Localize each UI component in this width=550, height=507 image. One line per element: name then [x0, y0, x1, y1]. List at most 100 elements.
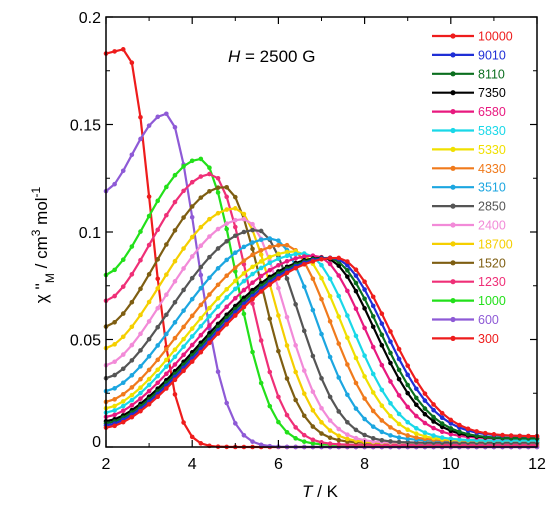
series-point-5830 [414, 426, 419, 431]
series-point-1230 [198, 174, 204, 179]
series-point-5330 [233, 278, 238, 284]
series-point-2850 [164, 312, 169, 318]
series-point-6580 [431, 425, 436, 431]
series-point-1520 [284, 376, 290, 381]
series-point-4330 [181, 324, 186, 330]
y-tick-label: 0.2 [79, 10, 101, 27]
legend-label: 7350 [478, 86, 506, 100]
series-point-1230 [189, 179, 195, 185]
series-point-8110 [414, 395, 419, 401]
series-point-1520 [215, 185, 221, 190]
legend-label: 2400 [478, 219, 506, 233]
series-point-4330 [379, 418, 385, 423]
series-point-10000 [155, 394, 161, 399]
series-point-600 [241, 432, 247, 438]
series-point-1520 [301, 413, 307, 419]
series-point-5330 [370, 390, 376, 395]
series-point-5830 [224, 295, 229, 300]
series-point-3510 [207, 275, 212, 281]
series-point-2850 [155, 324, 161, 330]
series-point-1520 [310, 424, 316, 429]
series-point-6580 [370, 344, 376, 350]
series-point-2850 [388, 439, 393, 444]
x-tick-label: 2 [102, 456, 111, 473]
series-point-1230 [164, 212, 169, 218]
series-point-5830 [448, 436, 454, 442]
series-point-1520 [293, 397, 298, 403]
series-point-18700 [310, 408, 316, 413]
series-point-4330 [362, 396, 367, 401]
series-point-5830 [293, 251, 298, 257]
field-annotation: H = 2500 G [228, 47, 315, 66]
series-point-10000 [388, 329, 393, 334]
series-point-6580 [189, 342, 195, 348]
series-point-1520 [198, 195, 204, 200]
series-point-2400 [310, 389, 316, 394]
series-point-2400 [224, 221, 229, 226]
series-point-5830 [284, 253, 290, 259]
series-point-3510 [327, 354, 333, 360]
series-point-1520 [276, 348, 281, 354]
series-point-8110 [431, 414, 436, 420]
legend-swatch-marker [450, 203, 456, 209]
legend-label: 1000 [478, 294, 506, 308]
series-point-3510 [353, 406, 359, 411]
series-point-2850 [258, 228, 264, 234]
series-point-4330 [276, 243, 281, 248]
series-point-8110 [362, 296, 367, 302]
series-point-10000 [517, 433, 523, 439]
series-point-5830 [112, 408, 117, 413]
series-point-10000 [172, 377, 178, 383]
series-point-4330 [267, 244, 273, 250]
legend-label: 6580 [478, 105, 506, 119]
series-point-5830 [215, 304, 221, 309]
series-point-1520 [172, 228, 178, 233]
series-point-600 [138, 136, 143, 142]
series-point-6580 [250, 280, 255, 285]
legend-swatch-marker [450, 71, 456, 77]
series-point-18700 [146, 299, 152, 305]
series-point-10000 [181, 368, 186, 374]
series-point-1000 [207, 165, 212, 170]
series-point-18700 [181, 246, 186, 251]
series-point-6580 [301, 254, 307, 259]
series-point-2400 [241, 216, 247, 222]
series-point-1520 [189, 204, 195, 209]
series-point-1000 [129, 244, 135, 249]
legend: 10000 9010 8110 7350 6580 5830 5330 4330 3510 285… [432, 30, 513, 346]
series-point-1230 [112, 293, 117, 299]
series-point-4330 [258, 247, 264, 253]
series-point-6580 [146, 388, 152, 394]
series-point-2850 [293, 302, 298, 307]
series-point-300 [120, 47, 126, 52]
series-point-1000 [164, 184, 169, 190]
series-point-10000 [267, 282, 273, 287]
series-point-5830 [181, 344, 186, 349]
series-point-4330 [319, 296, 324, 302]
series-point-10000 [327, 255, 333, 261]
series-point-2850 [327, 394, 333, 400]
legend-swatch-marker [450, 335, 456, 341]
series-point-1000 [198, 156, 204, 162]
series-point-18700 [129, 324, 135, 330]
series-point-8110 [422, 406, 428, 411]
legend-swatch-marker [450, 241, 456, 247]
series-point-600 [198, 272, 204, 278]
series-point-5330 [362, 374, 367, 379]
series-point-2850 [379, 437, 385, 443]
series-point-6580 [164, 371, 169, 377]
series-point-5330 [276, 251, 281, 257]
legend-item-3510: 3510 [432, 181, 506, 195]
series-point-4330 [353, 380, 359, 386]
series-point-1230 [336, 442, 342, 447]
series-point-5330 [345, 335, 350, 340]
series-point-4330 [388, 425, 393, 430]
series-line-7350 [105, 256, 538, 440]
series-point-18700 [293, 369, 298, 375]
series-point-1230 [241, 261, 247, 267]
series-point-2850 [319, 376, 324, 381]
series-point-4330 [336, 341, 342, 346]
series-point-2850 [250, 227, 255, 233]
series-point-9010 [362, 287, 367, 292]
series-point-600 [215, 369, 221, 375]
